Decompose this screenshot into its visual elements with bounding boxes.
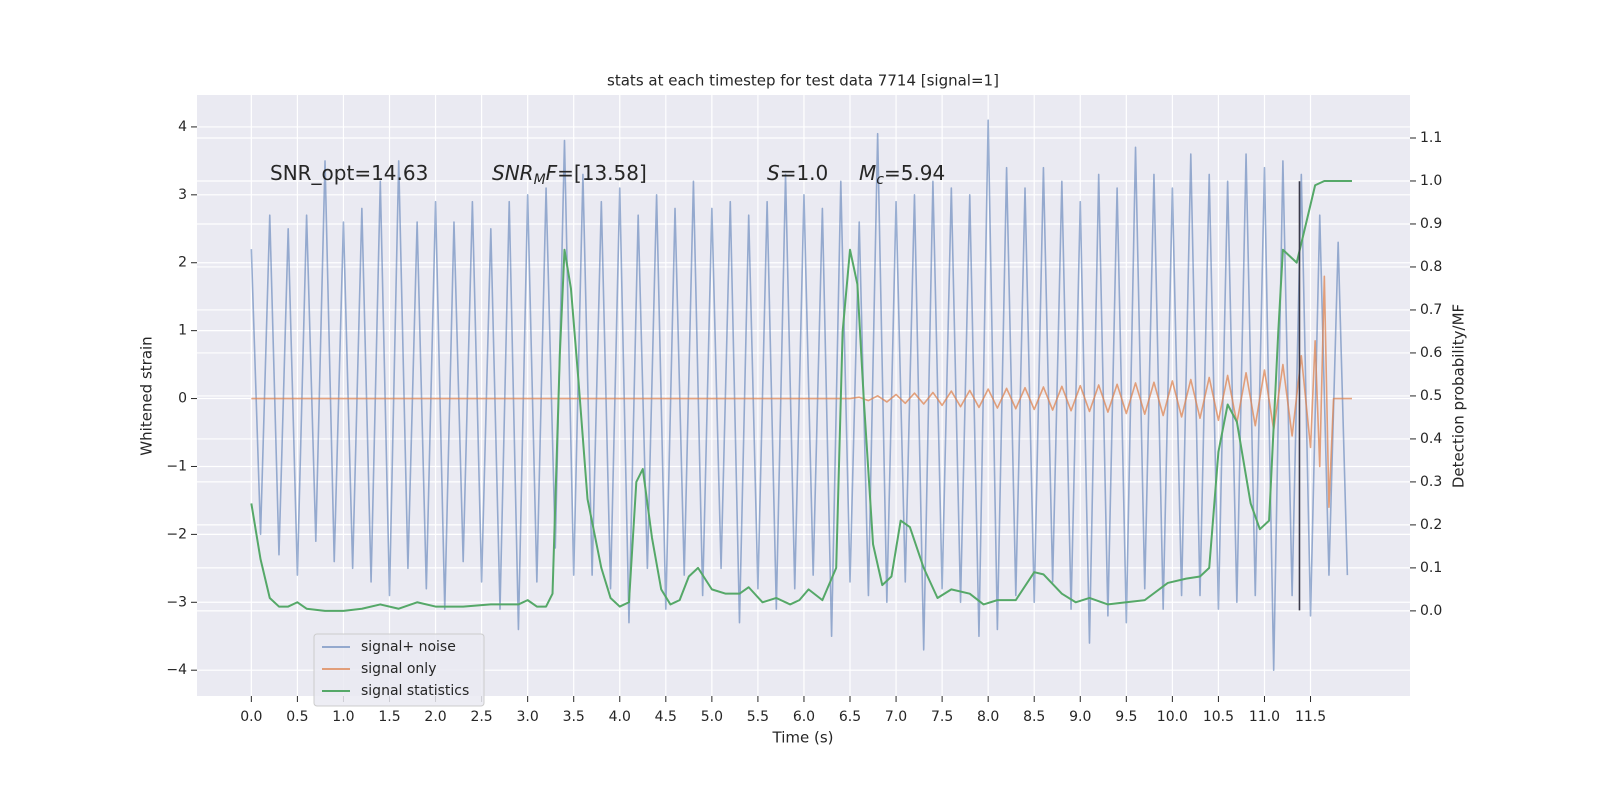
- series-line: [250, 119, 1349, 671]
- legend-box: [313, 633, 485, 707]
- series-line: [250, 179, 1352, 612]
- x-tick-label: 9.5: [1115, 709, 1137, 725]
- y2-tick-label: 0.0: [1420, 603, 1442, 619]
- legend-label: signal only: [361, 661, 436, 677]
- y2-tick-label: 0.7: [1420, 302, 1442, 318]
- annotation: SNR_opt=14.63: [270, 161, 428, 185]
- y-tick-label: −4: [166, 662, 187, 678]
- x-tick-label: 0.5: [286, 709, 308, 725]
- y-tick-label: 3: [178, 187, 187, 203]
- legend: signal+ noise signal only signal statistic…: [313, 633, 485, 707]
- y-tick-label: −1: [166, 458, 187, 474]
- y2-tick-label: 1.1: [1420, 130, 1442, 146]
- x-tick-label: 2.5: [470, 709, 492, 725]
- x-tick-label: 9.0: [1069, 709, 1091, 725]
- x-tick-label: 10.0: [1157, 709, 1188, 725]
- annotation-part: =[13.58]: [557, 161, 647, 185]
- annotation-part: SNR: [492, 161, 534, 185]
- x-tick-label: 2.0: [424, 709, 446, 725]
- x-tick-label: 5.5: [747, 709, 769, 725]
- annotation: Mc=5.94: [859, 161, 945, 189]
- annotation-part: SNR_opt=14.63: [270, 161, 428, 185]
- x-tick-label: 1.0: [332, 709, 354, 725]
- y-tick-label: 0: [178, 391, 187, 407]
- legend-label: signal statistics: [361, 683, 469, 699]
- y-tick-label: 4: [178, 119, 187, 135]
- annotation-part: S: [767, 161, 780, 185]
- annotation-part: M: [534, 172, 546, 188]
- y2-tick-label: 0.6: [1420, 345, 1442, 361]
- x-tick-label: 6.0: [793, 709, 815, 725]
- x-tick-label: 11.0: [1249, 709, 1280, 725]
- y2-tick-label: 0.4: [1420, 431, 1442, 447]
- legend-label: signal+ noise: [361, 639, 456, 655]
- annotation-part: c: [876, 172, 884, 188]
- x-tick-label: 8.5: [1023, 709, 1045, 725]
- y2-tick-label: 0.2: [1420, 517, 1442, 533]
- y2-tick-label: 0.1: [1420, 560, 1442, 576]
- x-tick-label: 1.5: [378, 709, 400, 725]
- annotation-part: M: [859, 161, 876, 185]
- y2-tick-label: 1.0: [1420, 173, 1442, 189]
- series-line: [251, 275, 1352, 509]
- annotation-part: =5.94: [884, 161, 945, 185]
- x-axis-label: Time (s): [772, 729, 834, 747]
- y-tick-label: 1: [178, 323, 187, 339]
- x-tick-label: 6.5: [839, 709, 861, 725]
- x-tick-label: 3.0: [517, 709, 539, 725]
- x-tick-label: 0.0: [240, 709, 262, 725]
- x-tick-label: 8.0: [977, 709, 999, 725]
- x-tick-label: 7.5: [931, 709, 953, 725]
- x-tick-label: 3.5: [563, 709, 585, 725]
- y2-axis-label: Detection probability/MF: [1450, 304, 1468, 488]
- y-tick-label: −2: [166, 526, 187, 542]
- x-tick-label: 4.0: [609, 709, 631, 725]
- y-tick-label: 2: [178, 255, 187, 271]
- y-axis-label: Whitened strain: [138, 336, 156, 455]
- x-tick-label: 7.0: [885, 709, 907, 725]
- annotation: S=1.0: [767, 161, 828, 185]
- y2-tick-label: 0.9: [1420, 216, 1442, 232]
- x-tick-label: 5.0: [701, 709, 723, 725]
- annotation: SNRMF=[13.58]: [492, 161, 647, 189]
- x-tick-label: 4.5: [655, 709, 677, 725]
- x-tick-label: 11.5: [1295, 709, 1326, 725]
- x-tick-label: 10.5: [1203, 709, 1234, 725]
- annotation-part: F: [546, 161, 558, 185]
- y2-tick-label: 0.5: [1420, 388, 1442, 404]
- y2-tick-label: 0.3: [1420, 474, 1442, 490]
- y2-tick-label: 0.8: [1420, 259, 1442, 275]
- y-tick-label: −3: [166, 594, 187, 610]
- annotation-part: =1.0: [780, 161, 829, 185]
- chart-title: stats at each timestep for test data 771…: [607, 72, 999, 90]
